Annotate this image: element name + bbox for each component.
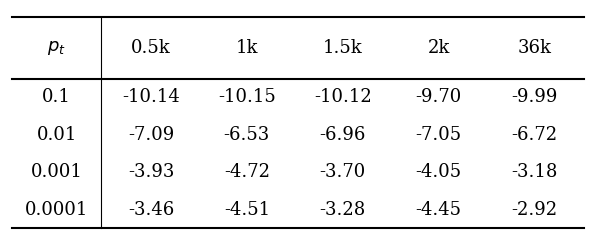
Text: 0.001: 0.001 — [31, 163, 83, 181]
Text: -3.70: -3.70 — [319, 163, 366, 181]
Text: -3.28: -3.28 — [319, 201, 366, 219]
Text: -10.15: -10.15 — [218, 88, 276, 106]
Text: -7.09: -7.09 — [128, 126, 174, 144]
Text: -4.72: -4.72 — [224, 163, 270, 181]
Text: 1k: 1k — [235, 39, 258, 57]
Text: -4.45: -4.45 — [415, 201, 462, 219]
Text: -2.92: -2.92 — [511, 201, 558, 219]
Text: -6.53: -6.53 — [224, 126, 270, 144]
Text: 36k: 36k — [517, 39, 551, 57]
Text: -3.18: -3.18 — [511, 163, 558, 181]
Text: -6.72: -6.72 — [511, 126, 558, 144]
Text: -6.96: -6.96 — [319, 126, 366, 144]
Text: 1.5k: 1.5k — [323, 39, 362, 57]
Text: -4.05: -4.05 — [415, 163, 462, 181]
Text: 0.5k: 0.5k — [131, 39, 171, 57]
Text: 2k: 2k — [427, 39, 450, 57]
Text: -10.14: -10.14 — [122, 88, 180, 106]
Text: -10.12: -10.12 — [314, 88, 372, 106]
Text: -4.51: -4.51 — [224, 201, 270, 219]
Text: $p_t$: $p_t$ — [47, 39, 66, 57]
Text: 0.1: 0.1 — [42, 88, 71, 106]
Text: -3.46: -3.46 — [128, 201, 174, 219]
Text: -9.99: -9.99 — [511, 88, 558, 106]
Text: -7.05: -7.05 — [415, 126, 462, 144]
Text: -3.93: -3.93 — [128, 163, 174, 181]
Text: 0.01: 0.01 — [36, 126, 77, 144]
Text: -9.70: -9.70 — [415, 88, 462, 106]
Text: 0.0001: 0.0001 — [25, 201, 88, 219]
